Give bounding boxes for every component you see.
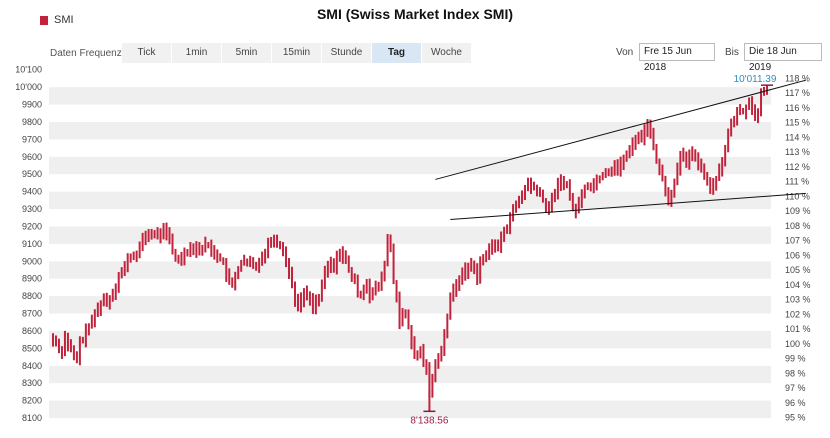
y-axis-right-tick: 101 % [785,324,811,334]
y-axis-right-tick: 100 % [785,339,811,349]
legend-swatch [40,15,48,25]
y-axis-left-tick: 9600 [22,152,42,162]
grid-band [49,191,771,210]
y-axis-right-tick: 105 % [785,265,811,275]
tab-1min[interactable]: 1min [172,43,221,63]
y-axis-left-tick: 9100 [22,239,42,249]
grid-band [49,87,771,105]
y-axis-right-tick: 102 % [785,309,811,319]
from-label: Von [616,47,634,58]
y-axis-left-tick: 8800 [22,291,42,301]
y-axis-left-tick: 9700 [22,134,42,144]
y-axis-right-tick: 96 % [785,398,806,408]
y-axis-right-tick: 99 % [785,354,806,364]
grid-band [49,365,771,384]
tab-5min[interactable]: 5min [222,43,271,63]
low-annotation: 8'138.56 [410,415,448,426]
y-axis-right-tick: 118 % [785,73,810,83]
y-axis-left-tick: 9900 [22,100,42,110]
y-axis-left-tick: 9800 [22,117,42,127]
from-date-field[interactable]: Fre 15 Jun 2018 [639,43,715,73]
y-axis-right-tick: 107 % [785,236,811,246]
y-axis-left-tick: 8300 [22,378,42,388]
y-axis-right-tick: 116 % [785,103,810,113]
y-axis-right-tick: 103 % [785,295,811,305]
tab-15min[interactable]: 15min [272,43,321,63]
y-axis-left-tick: 9400 [22,187,42,197]
y-axis-right-tick: 110 % [785,191,810,201]
y-axis-left-tick: 8600 [22,326,42,336]
chart-title: SMI (Swiss Market Index SMI) [316,6,514,22]
legend-label: SMI [54,14,74,26]
y-axis-right-tick: 114 % [785,132,810,142]
y-axis-right-tick: 113 % [785,147,810,157]
y-axis-right-tick: 108 % [785,221,811,231]
y-axis-right-tick: 117 % [785,88,810,98]
grid-band [49,226,771,244]
y-axis-left-tick: 9200 [22,221,42,231]
y-axis-right-tick: 98 % [785,368,806,378]
y-axis-right-tick: 104 % [785,280,811,290]
y-axis-right-tick: 106 % [785,250,811,260]
y-axis-left-tick: 9300 [22,204,42,214]
y-axis-left-tick: 8400 [22,361,42,371]
y-axis-right-tick: 111 % [785,177,809,187]
grid-band [49,121,771,140]
chart-legend: SMI [40,14,74,26]
y-axis-left-tick: 8900 [22,274,42,284]
grid-band [49,156,771,175]
y-axis-left-tick: 8500 [22,343,42,353]
y-axis-right-tick: 112 % [785,162,810,172]
tab-tag[interactable]: Tag [372,43,421,63]
y-axis-left-tick: 10'000 [15,82,42,92]
y-axis-right-tick: 109 % [785,206,811,216]
frequency-tabs: Tick 1min 5min 15min Stunde Tag Woche [122,43,472,63]
y-axis-left-tick: 9500 [22,169,42,179]
trendline [435,79,806,180]
grid-band [49,400,771,419]
grid-band [49,330,771,349]
y-axis-left-tick: 10'100 [15,65,42,75]
tab-stunde[interactable]: Stunde [322,43,371,63]
to-label: Bis [725,47,739,58]
y-axis-right-tick: 97 % [785,383,806,393]
y-axis-left-tick: 8200 [22,396,42,406]
y-axis-left-tick: 8700 [22,309,42,319]
high-annotation: 10'011.39 [734,74,777,85]
frequency-label: Daten Frequenz [50,48,122,59]
grid-band [49,296,771,314]
y-axis-right-tick: 95 % [785,413,806,423]
trendline [450,192,806,221]
tab-tick[interactable]: Tick [122,43,171,63]
tab-woche[interactable]: Woche [422,43,471,63]
to-date-field[interactable]: Die 18 Jun 2019 [744,43,822,73]
y-axis-left-tick: 8100 [22,413,42,423]
y-axis-right-tick: 115 % [785,118,810,128]
y-axis-left-tick: 9000 [22,256,42,266]
grid-band [49,261,771,279]
